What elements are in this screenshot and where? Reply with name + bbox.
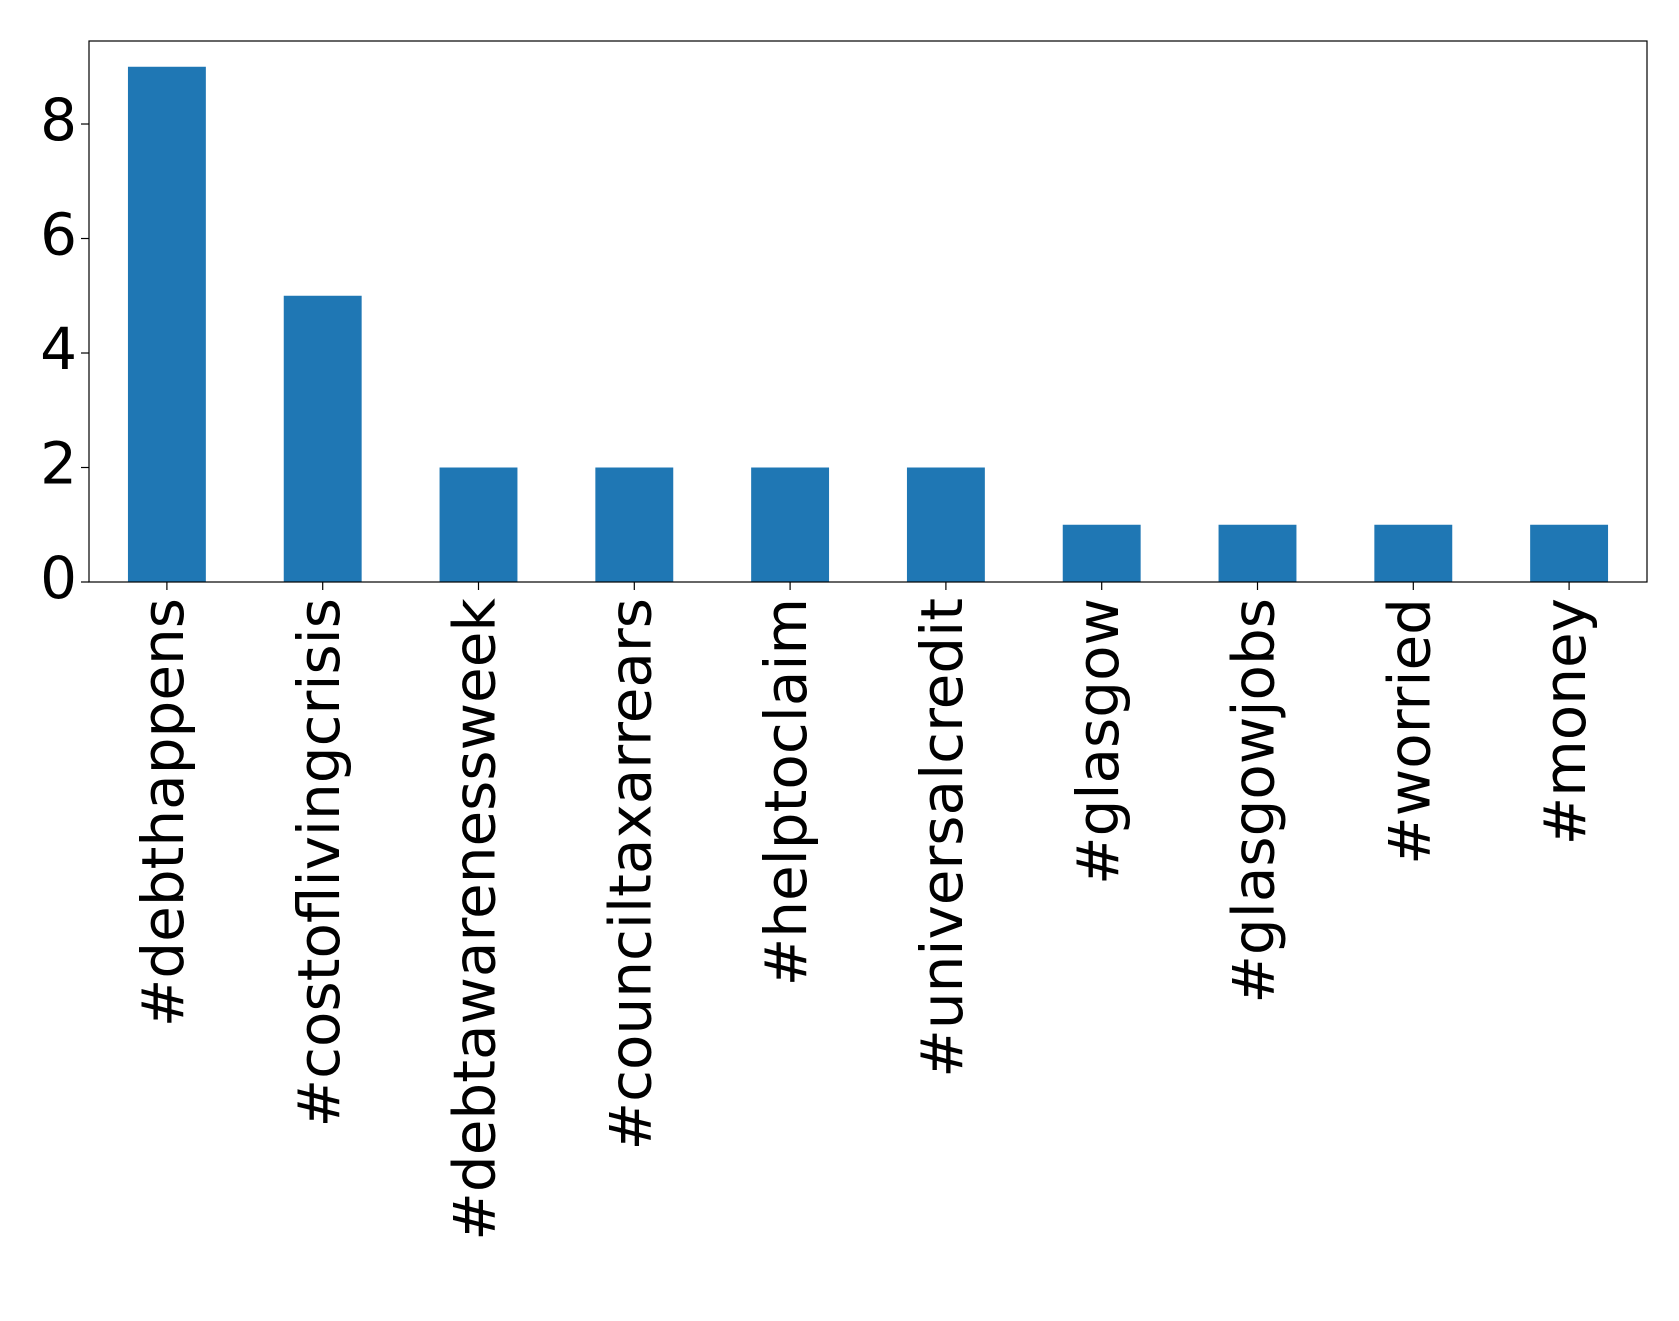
x-tick-label: #counciltaxarrears bbox=[596, 598, 664, 1150]
x-tick-label: #universalcredit bbox=[908, 598, 976, 1078]
bar bbox=[595, 467, 674, 582]
x-tick-label: #debthappens bbox=[129, 598, 197, 1027]
x-tick-label: #money bbox=[1531, 598, 1599, 845]
y-tick-label: 4 bbox=[40, 315, 77, 383]
bar bbox=[1218, 524, 1297, 582]
bar bbox=[1062, 524, 1141, 582]
bar bbox=[1374, 524, 1453, 582]
bar bbox=[439, 467, 518, 582]
bar bbox=[283, 295, 362, 582]
x-tick-label: #debtawarenessweek bbox=[441, 598, 509, 1241]
x-tick-label: #glasgow bbox=[1064, 598, 1132, 885]
y-tick-label: 0 bbox=[40, 544, 77, 612]
y-tick-label: 6 bbox=[40, 201, 77, 269]
x-tick-label: #worried bbox=[1375, 598, 1443, 865]
y-tick-label: 2 bbox=[40, 430, 77, 498]
x-tick-label: #helptoclaim bbox=[752, 598, 820, 986]
bar bbox=[906, 467, 985, 582]
x-tick-label: #glasgowjobs bbox=[1220, 598, 1288, 1004]
plot-frame bbox=[88, 40, 1648, 583]
x-tick-label: #costoflivingcrisis bbox=[285, 598, 353, 1127]
bar bbox=[751, 467, 830, 582]
bar bbox=[127, 66, 206, 582]
y-tick-label: 8 bbox=[40, 86, 77, 154]
bar bbox=[1530, 524, 1609, 582]
